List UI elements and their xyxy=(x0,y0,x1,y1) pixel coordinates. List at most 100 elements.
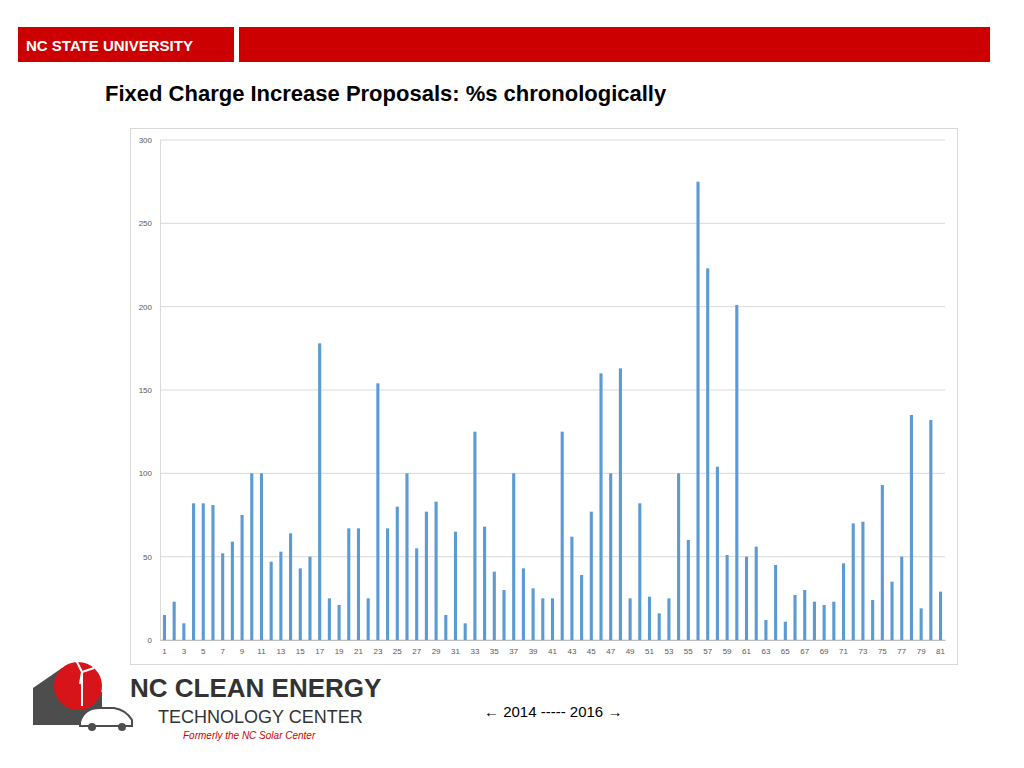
logo xyxy=(33,660,132,731)
bar xyxy=(561,432,564,640)
bar xyxy=(279,552,282,640)
bar xyxy=(405,473,408,640)
bar xyxy=(793,595,796,640)
bar xyxy=(745,557,748,640)
x-tick-label: 81 xyxy=(936,647,945,656)
x-tick-label: 45 xyxy=(587,647,596,656)
x-tick-label: 29 xyxy=(432,647,441,656)
grid-line xyxy=(160,140,945,141)
y-tick: 200 xyxy=(139,303,160,312)
x-tick-label: 75 xyxy=(878,647,887,656)
x-tick: 41 xyxy=(548,647,557,656)
bar xyxy=(502,590,505,640)
bar xyxy=(522,568,525,640)
grid-line xyxy=(160,223,945,224)
x-tick-label: 23 xyxy=(373,647,382,656)
x-tick: 69 xyxy=(820,647,829,656)
bar xyxy=(687,540,690,640)
bar xyxy=(182,623,185,640)
bar xyxy=(163,615,166,640)
x-tick-label: 17 xyxy=(315,647,324,656)
x-tick-label: 51 xyxy=(645,647,654,656)
bar xyxy=(454,532,457,640)
x-tick: 49 xyxy=(626,647,635,656)
bar xyxy=(910,415,913,640)
x-tick-label: 1 xyxy=(162,647,167,656)
bar xyxy=(726,555,729,640)
x-tick-label: 41 xyxy=(548,647,557,656)
x-tick-label: 79 xyxy=(917,647,926,656)
x-tick-label: 49 xyxy=(626,647,635,656)
x-tick: 63 xyxy=(761,647,770,656)
bar xyxy=(861,522,864,640)
grid-line xyxy=(160,306,945,307)
bar xyxy=(435,502,438,640)
bar xyxy=(842,563,845,640)
bar xyxy=(444,615,447,640)
bar xyxy=(473,432,476,640)
bar xyxy=(289,533,292,640)
bar xyxy=(580,575,583,640)
bar xyxy=(338,605,341,640)
x-tick: 73 xyxy=(858,647,867,656)
bar xyxy=(493,572,496,640)
x-tick-label: 25 xyxy=(393,647,402,656)
x-tick: 71 xyxy=(839,647,848,656)
x-tick: 35 xyxy=(490,647,499,656)
bar xyxy=(900,557,903,640)
y-tick-label: 150 xyxy=(139,386,153,395)
bar xyxy=(696,182,699,640)
x-tick-label: 5 xyxy=(201,647,206,656)
y-tick: 250 xyxy=(139,219,160,228)
x-tick: 19 xyxy=(335,647,344,656)
x-tick: 61 xyxy=(742,647,751,656)
x-tick: 75 xyxy=(878,647,887,656)
y-axis: 050100150200250300 xyxy=(139,136,161,645)
bar xyxy=(920,608,923,640)
bar xyxy=(648,597,651,640)
bar xyxy=(299,568,302,640)
bar xyxy=(784,622,787,640)
bar xyxy=(609,473,612,640)
x-tick: 47 xyxy=(606,647,615,656)
bar xyxy=(211,505,214,640)
grid-line xyxy=(160,473,945,474)
bar xyxy=(425,512,428,640)
x-axis-line xyxy=(161,640,946,641)
bar xyxy=(241,515,244,640)
bar xyxy=(764,620,767,640)
bar xyxy=(270,562,273,640)
grid xyxy=(160,140,945,640)
x-tick-label: 67 xyxy=(800,647,809,656)
x-tick-label: 11 xyxy=(257,647,266,656)
x-tick-label: 73 xyxy=(858,647,867,656)
bar xyxy=(803,590,806,640)
x-tick-label: 59 xyxy=(723,647,732,656)
x-tick: 43 xyxy=(567,647,576,656)
x-tick: 53 xyxy=(664,647,673,656)
bar xyxy=(852,523,855,640)
x-tick-label: 69 xyxy=(820,647,829,656)
x-tick-label: 21 xyxy=(354,647,363,656)
logo-sun xyxy=(54,662,102,710)
bar xyxy=(570,537,573,640)
bar xyxy=(415,548,418,640)
logo-wheel xyxy=(118,723,126,731)
x-tick: 45 xyxy=(587,647,596,656)
x-tick-label: 47 xyxy=(606,647,615,656)
bar xyxy=(619,368,622,640)
bar xyxy=(629,598,632,640)
bar xyxy=(483,527,486,640)
y-tick: 50 xyxy=(143,553,160,562)
bar xyxy=(551,598,554,640)
bar xyxy=(250,473,253,640)
x-tick: 51 xyxy=(645,647,654,656)
x-tick-label: 13 xyxy=(276,647,285,656)
x-tick-label: 7 xyxy=(220,647,225,656)
x-tick: 3 xyxy=(182,647,187,656)
bar xyxy=(590,512,593,640)
bar xyxy=(541,598,544,640)
x-tick-label: 9 xyxy=(240,647,245,656)
logo-subtitle: TECHNOLOGY CENTER xyxy=(158,707,363,727)
x-tick-label: 57 xyxy=(703,647,712,656)
